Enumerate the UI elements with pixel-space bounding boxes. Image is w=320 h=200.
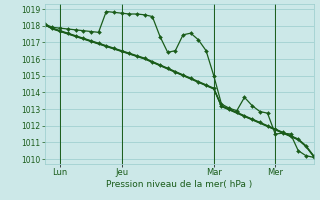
X-axis label: Pression niveau de la mer( hPa ): Pression niveau de la mer( hPa ) — [106, 180, 252, 189]
